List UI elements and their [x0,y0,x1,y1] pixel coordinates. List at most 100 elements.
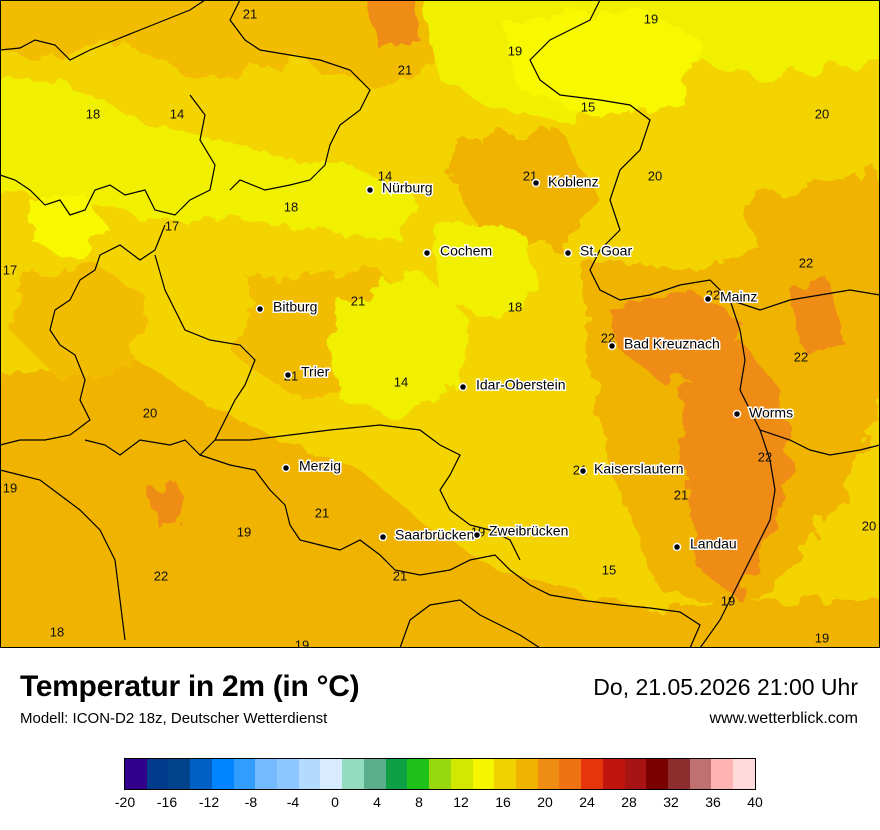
legend-swatch [689,759,712,789]
city-saarbruecken[interactable]: Saarbrücken [378,525,476,544]
city-label: Saarbrücken [395,527,474,543]
city-label: Mainz [720,289,757,305]
legend-swatch [233,759,256,789]
legend-swatch [450,759,473,789]
legend-swatch [363,759,386,789]
map-title: Temperatur in 2m (in °C) [20,670,360,703]
legend-swatch [733,759,755,789]
grid-value: 19 [721,593,735,608]
legend-tick-label: -8 [244,794,258,810]
grid-value: 19 [295,637,309,648]
forecast-datetime: Do, 21.05.2026 21:00 Uhr [593,674,858,700]
legend-swatch [146,759,169,789]
legend-tick-label: 16 [495,794,511,810]
city-label: Landau [690,536,737,552]
grid-value: 19 [508,43,522,58]
legend-tick-label: 40 [747,794,763,810]
city-bad-kreuznach[interactable]: Bad Kreuznach [607,334,721,353]
city-markers: Nürburg Koblenz Cochem St. Goar Bitburg … [255,172,795,553]
temperature-values-extra: 19 [815,630,829,645]
city-koblenz[interactable]: Koblenz [531,172,600,191]
legend-swatch [602,759,625,789]
legend-swatch [429,759,451,789]
grid-value: 21 [674,487,688,502]
legend-swatch [342,759,364,789]
grid-value: 18 [50,624,64,639]
city-st-goar[interactable]: St. Goar [563,241,634,260]
temperature-map: 21 19 19 21 18 14 15 20 14 21 20 18 17 1… [0,0,880,648]
city-label: Bitburg [273,299,317,315]
city-label: Cochem [440,243,492,259]
border-lines [0,0,880,648]
city-bitburg[interactable]: Bitburg [255,297,319,316]
legend-tick-label: 0 [331,794,339,810]
legend-swatch [168,759,191,789]
city-label: Merzig [299,458,341,474]
grid-value: 22 [758,449,772,464]
legend-swatch [472,759,495,789]
legend-swatch [125,759,147,789]
grid-value: 22 [601,330,615,345]
legend-swatch [537,759,560,789]
legend-tick-label: 36 [705,794,721,810]
city-cochem[interactable]: Cochem [422,241,494,260]
city-label: Trier [301,364,330,380]
legend-swatch [646,759,668,789]
legend-tick-label: 32 [663,794,679,810]
city-idar-oberstein[interactable]: Idar-Oberstein [458,375,567,394]
legend-tick-label: 12 [453,794,469,810]
city-kaiserslautern[interactable]: Kaiserslautern [578,459,685,478]
legend-tick-label: 4 [373,794,381,810]
legend-swatch [385,759,408,789]
city-label: Worms [749,405,793,421]
city-label: Zweibrücken [489,523,568,539]
grid-value: 21 [351,293,365,308]
grid-value: 15 [602,562,616,577]
grid-value: 14 [378,168,392,183]
city-mainz[interactable]: Mainz [703,287,759,306]
grid-value: 21 [243,6,257,21]
legend-swatch [190,759,212,789]
legend-swatch [320,759,343,789]
legend-swatch [494,759,516,789]
legend-swatch [559,759,582,789]
legend-swatch [211,759,234,789]
legend-tick-label: 8 [415,794,423,810]
city-landau[interactable]: Landau [672,534,738,553]
website-link[interactable]: www.wetterblick.com [709,710,858,727]
city-merzig[interactable]: Merzig [281,456,343,475]
legend-swatch [624,759,647,789]
city-label: Kaiserslautern [594,461,684,477]
grid-value: 20 [815,106,829,121]
grid-value: 19 [3,480,17,495]
city-zweibruecken[interactable]: Zweibrücken [472,521,570,540]
city-nuerburg[interactable]: Nürburg [365,178,434,197]
legend-tick-label: -4 [286,794,300,810]
legend-swatch [407,759,430,789]
grid-value: 18 [508,299,522,314]
city-label: Koblenz [548,174,599,190]
grid-value: 20 [648,168,662,183]
city-label: Nürburg [382,180,433,196]
grid-value: 20 [143,405,157,420]
legend-tick-label: -12 [198,794,220,810]
legend-tick-label: -20 [114,794,136,810]
grid-value: 17 [3,262,17,277]
city-label: Bad Kreuznach [624,336,720,352]
grid-value: 21 [393,568,407,583]
city-trier[interactable]: Trier [283,362,331,381]
grid-value: 21 [315,505,329,520]
grid-value: 19 [237,524,251,539]
grid-value: 14 [170,106,184,121]
legend-tick-label: -16 [156,794,178,810]
grid-value: 19 [644,11,658,26]
legend-swatch [581,759,603,789]
legend-tick-label: 24 [579,794,595,810]
grid-value: 21 [398,62,412,77]
legend-swatch [515,759,538,789]
legend-tick-label: 28 [621,794,637,810]
grid-value: 17 [165,218,179,233]
legend-swatch [255,759,278,789]
grid-value: 14 [394,374,408,389]
city-worms[interactable]: Worms [732,403,795,422]
